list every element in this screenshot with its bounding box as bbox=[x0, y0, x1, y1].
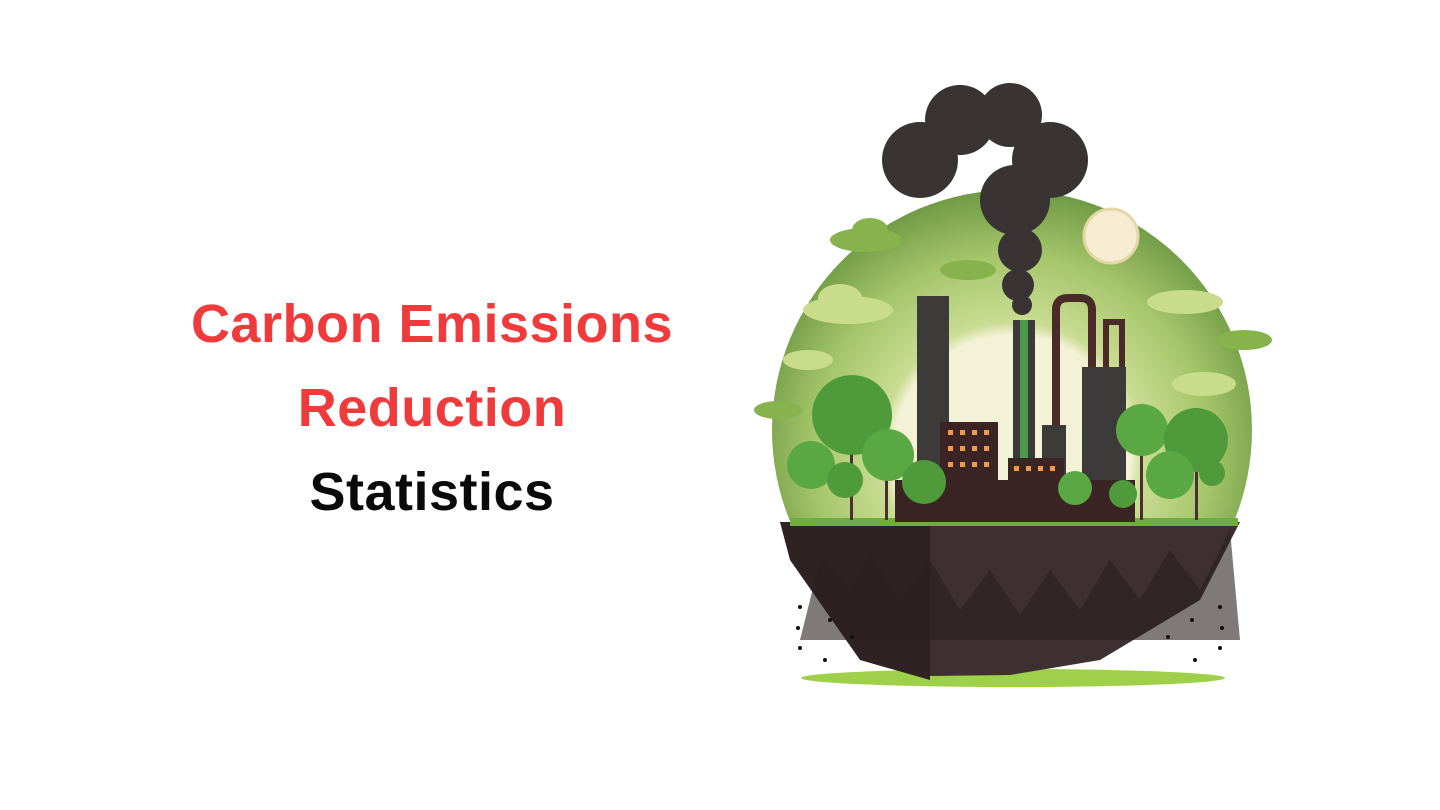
title-line-reduction: Reduction bbox=[297, 378, 567, 438]
sun-icon bbox=[1082, 207, 1140, 265]
ground-shadow bbox=[801, 669, 1225, 687]
dots bbox=[796, 605, 1224, 662]
clouds bbox=[754, 218, 1272, 419]
title-line-statistics: Statistics bbox=[309, 462, 555, 522]
ground-rock bbox=[780, 522, 1240, 680]
light-clouds bbox=[783, 284, 1236, 396]
smoke-cloud bbox=[882, 83, 1088, 315]
title-line-carbon-emissions: Carbon Emissions bbox=[190, 294, 674, 354]
trees bbox=[787, 375, 1228, 520]
